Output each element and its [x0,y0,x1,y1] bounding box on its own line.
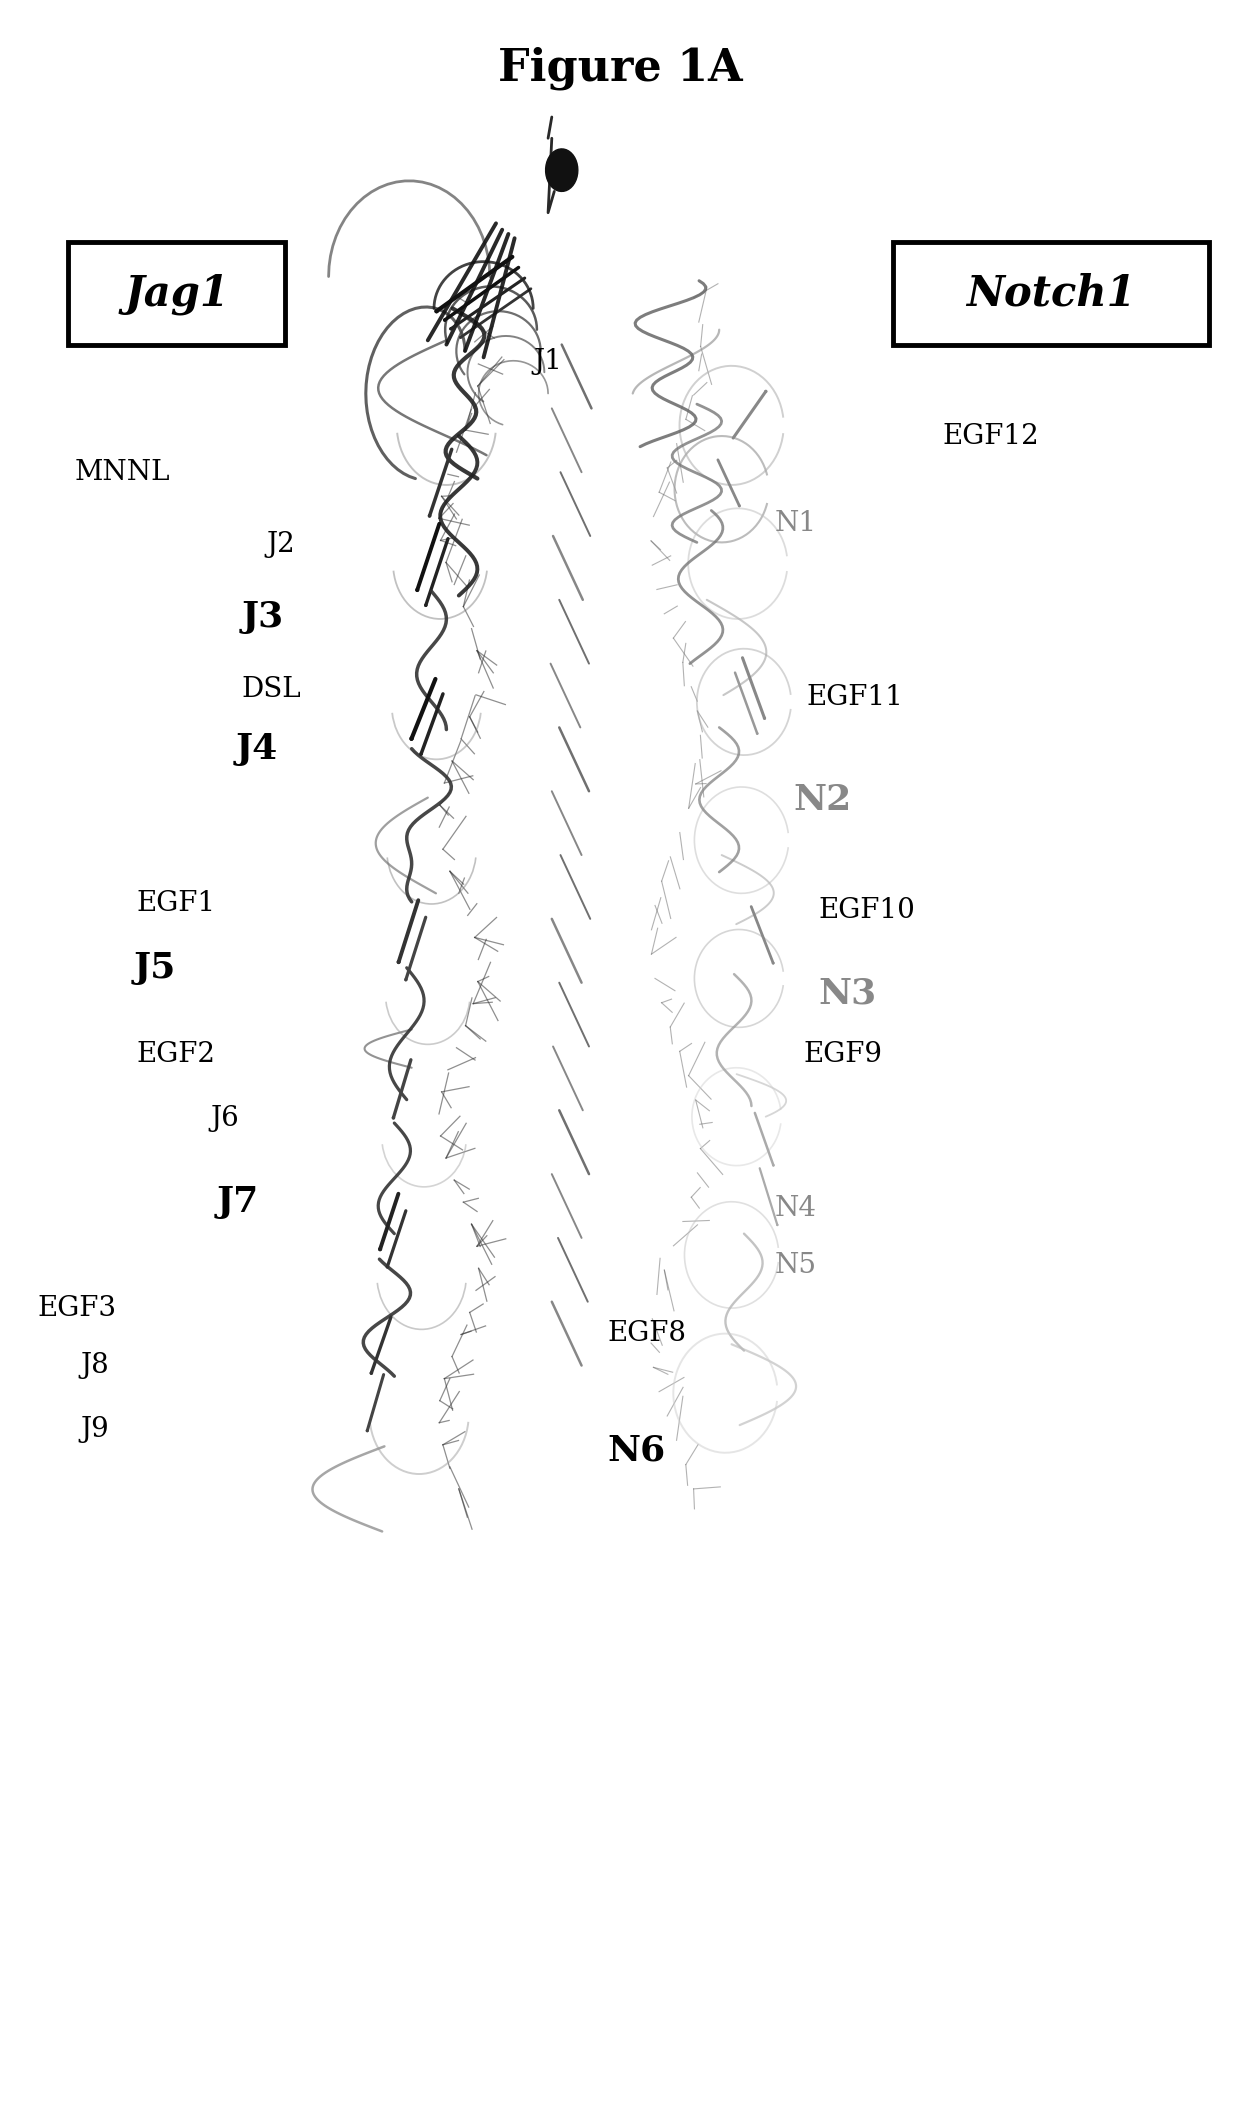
Text: MNNL: MNNL [74,459,170,485]
Text: J4: J4 [236,732,278,766]
Text: J5: J5 [134,951,176,985]
Text: N5: N5 [775,1253,817,1278]
Text: EGF2: EGF2 [136,1042,216,1068]
FancyBboxPatch shape [68,242,285,345]
Text: EGF3: EGF3 [37,1295,117,1321]
Text: DSL: DSL [242,676,301,702]
Text: EGF9: EGF9 [804,1042,883,1068]
Text: J7: J7 [217,1185,259,1219]
Text: EGF12: EGF12 [942,423,1039,449]
Text: J9: J9 [81,1417,109,1442]
FancyBboxPatch shape [893,242,1209,345]
Text: EGF8: EGF8 [608,1321,687,1346]
Text: EGF10: EGF10 [818,898,915,923]
Text: N6: N6 [608,1434,666,1468]
Text: J8: J8 [81,1353,109,1378]
Polygon shape [546,149,578,191]
Text: N4: N4 [775,1195,817,1221]
Text: Jag1: Jag1 [124,272,229,315]
Text: J1: J1 [533,349,562,374]
Text: N3: N3 [818,976,877,1010]
Text: Figure 1A: Figure 1A [497,47,743,89]
Text: J2: J2 [267,532,295,557]
Text: EGF1: EGF1 [136,891,216,917]
Text: J6: J6 [211,1106,239,1132]
Text: Notch1: Notch1 [966,272,1136,315]
Text: J3: J3 [242,600,284,634]
Text: N2: N2 [794,783,852,817]
Text: EGF11: EGF11 [806,685,903,710]
Text: N1: N1 [775,510,817,536]
